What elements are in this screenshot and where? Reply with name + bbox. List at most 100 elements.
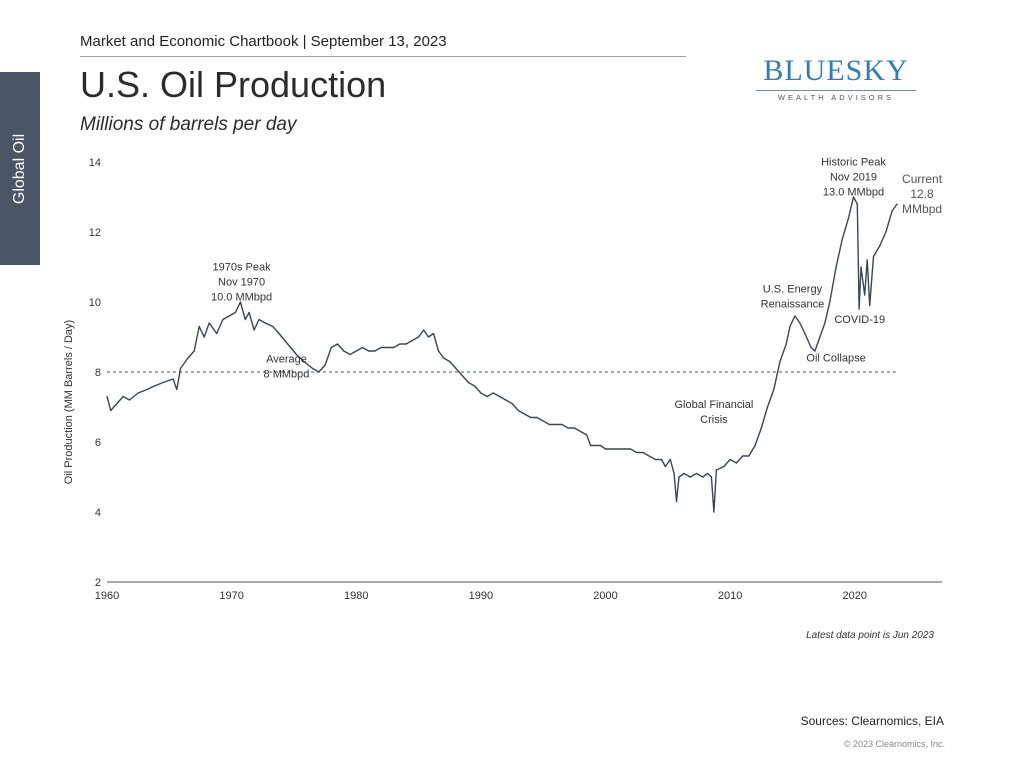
header-divider	[80, 56, 686, 57]
data-point	[368, 350, 370, 352]
x-tick-label: 2020	[843, 590, 867, 602]
y-tick-label: 8	[95, 367, 101, 379]
data-point	[748, 455, 750, 457]
x-tick-label: 2000	[593, 590, 617, 602]
chart-annotation: 12.8	[910, 187, 934, 201]
data-point	[594, 444, 597, 447]
data-point	[405, 343, 407, 345]
data-point	[713, 511, 715, 513]
chart-annotation: 8 MMbpd	[264, 368, 310, 380]
y-tick-label: 12	[89, 227, 101, 239]
data-point	[172, 378, 174, 380]
data-point	[418, 336, 420, 338]
data-point	[642, 451, 644, 454]
data-point	[116, 402, 118, 405]
bluesky-logo: BLUESKY WEALTH ADVISORS	[756, 56, 916, 102]
data-point	[248, 311, 250, 314]
page-title: U.S. Oil Production	[80, 64, 387, 105]
data-point	[137, 392, 139, 394]
logo-wordmark: BLUESKY	[763, 54, 909, 87]
y-axis-label: Oil Production (MM Barrels / Day)	[63, 320, 75, 484]
data-point	[530, 416, 532, 419]
data-point	[860, 266, 862, 268]
production-series-line	[106, 196, 898, 513]
x-tick-label: 1960	[95, 590, 119, 602]
data-point	[442, 357, 445, 359]
data-point	[673, 472, 675, 475]
data-point	[683, 472, 685, 475]
data-point	[599, 444, 602, 447]
data-point	[380, 346, 382, 349]
data-point	[295, 353, 297, 356]
y-tick-label: 10	[89, 297, 101, 309]
data-point	[590, 444, 592, 447]
data-point	[486, 395, 488, 398]
data-point	[829, 301, 831, 303]
data-point	[216, 332, 218, 335]
data-point	[561, 423, 563, 426]
data-point	[824, 322, 826, 324]
data-point	[423, 329, 425, 331]
data-point	[856, 203, 858, 205]
data-point	[794, 315, 796, 317]
data-point	[467, 381, 469, 384]
y-tick-label: 6	[95, 437, 101, 449]
chart-annotation: Nov 2019	[830, 171, 877, 183]
page-subtitle: Millions of barrels per day	[80, 114, 297, 135]
data-point	[312, 367, 314, 370]
data-point	[511, 402, 513, 405]
data-point	[702, 476, 704, 478]
chart-annotation: 10.0 MMbpd	[211, 291, 272, 303]
data-point	[505, 399, 507, 401]
side-tab: Global Oil	[0, 72, 40, 265]
data-point	[555, 423, 557, 426]
data-point	[689, 476, 691, 478]
data-point	[386, 346, 388, 349]
chart-annotation: Current	[902, 172, 943, 186]
data-point	[729, 458, 731, 461]
data-point	[661, 458, 663, 461]
data-point	[710, 476, 713, 478]
x-tick-label: 1980	[344, 590, 368, 602]
data-point	[361, 346, 364, 349]
data-point	[669, 458, 671, 461]
data-point	[872, 255, 875, 258]
data-point	[222, 318, 224, 321]
data-point	[234, 311, 236, 314]
data-point	[785, 343, 787, 345]
data-point	[449, 360, 451, 363]
data-point	[432, 332, 435, 335]
chart-annotation: Average	[266, 353, 307, 365]
data-point	[852, 196, 855, 198]
data-point	[819, 336, 821, 338]
data-point	[636, 451, 638, 454]
sources-note: Sources: Clearnomics, EIA	[800, 714, 944, 728]
chart-annotation: 13.0 MMbpd	[823, 186, 884, 198]
data-point	[675, 500, 678, 503]
y-tick-label: 14	[89, 157, 101, 169]
data-point	[715, 469, 718, 471]
data-point	[517, 409, 519, 412]
chart-annotation: Crisis	[700, 414, 728, 426]
data-point	[349, 353, 351, 356]
data-point	[324, 364, 326, 366]
data-point	[455, 367, 457, 370]
data-point	[695, 472, 698, 475]
data-point	[548, 423, 551, 426]
data-point	[198, 325, 200, 328]
data-point	[128, 399, 130, 401]
data-point	[330, 346, 332, 349]
data-point	[723, 465, 725, 468]
data-point	[179, 367, 182, 370]
data-point	[678, 476, 680, 478]
data-point	[303, 360, 305, 363]
data-point	[264, 322, 266, 324]
data-point	[879, 245, 881, 247]
copyright-note: © 2023 Clearnomics, Inc.	[843, 739, 945, 749]
data-point	[623, 448, 625, 450]
data-point	[146, 388, 148, 391]
data-point	[492, 392, 494, 394]
data-point	[474, 385, 476, 387]
data-point	[162, 381, 164, 384]
